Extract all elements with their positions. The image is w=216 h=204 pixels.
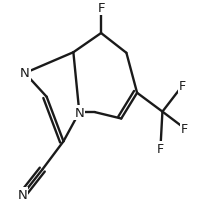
Text: N: N [20,67,30,80]
Text: F: F [179,80,186,93]
Text: F: F [181,122,188,135]
Text: F: F [157,142,164,155]
Text: N: N [18,188,27,201]
Text: F: F [97,2,105,15]
Text: N: N [75,106,84,119]
